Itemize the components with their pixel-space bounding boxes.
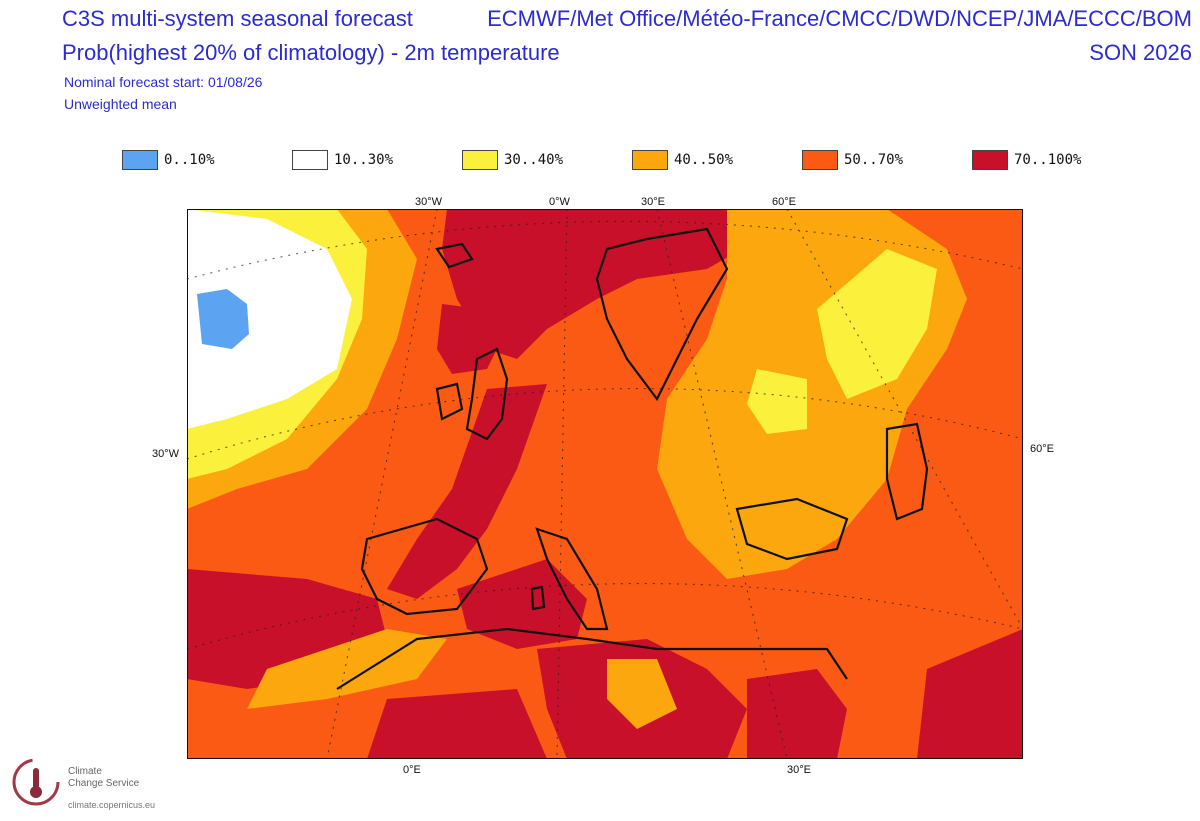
centres-text: ECMWF/Met Office/Météo-France/CMCC/DWD/N… <box>487 6 1192 31</box>
coastline-scandinavia <box>595 227 729 402</box>
forecast-start-text: Nominal forecast start: 01/08/26 <box>64 74 263 90</box>
coastline-caspian <box>885 422 929 521</box>
top-tick-label: 30°E <box>641 196 665 208</box>
legend-swatch <box>122 150 158 170</box>
coastline-ireland <box>435 382 464 421</box>
graticule-line <box>187 388 1023 460</box>
graticule-line <box>187 220 1023 280</box>
legend-swatch <box>802 150 838 170</box>
legend-item: 50..70% <box>802 150 903 170</box>
logo-name-line: Change Service <box>68 778 140 789</box>
coastline-iberia <box>360 517 489 616</box>
graticule-line <box>326 209 438 759</box>
color-legend: 0..10% 10..30% 30..40% 40..50% 50..70% 7… <box>122 150 1122 174</box>
copernicus-logo: Climate Change Service climate.copernicu… <box>10 754 190 816</box>
legend-swatch <box>632 150 668 170</box>
legend-label: 0..10% <box>164 152 215 168</box>
logo-name-line: Climate <box>68 766 102 777</box>
chart-title: C3S multi-system seasonal forecast <box>62 6 413 31</box>
region-70-100-north-atlantic <box>442 209 742 359</box>
top-tick-label: 60°E <box>772 196 796 208</box>
legend-item: 0..10% <box>122 150 215 170</box>
region-70-100-egypt <box>747 669 847 759</box>
bottom-tick-label: 0°E <box>403 764 421 776</box>
graticule <box>187 209 1023 759</box>
region-70-100-bay-band <box>387 384 547 599</box>
left-tick-label: 30°W <box>152 448 180 460</box>
coastline-north-africa <box>336 627 848 690</box>
legend-swatch <box>972 150 1008 170</box>
legend-swatch <box>462 150 498 170</box>
legend-label: 30..40% <box>504 152 564 168</box>
legend-item: 10..30% <box>292 150 393 170</box>
legend-item: 30..40% <box>462 150 563 170</box>
logo-text: Climate Change Service <box>68 766 139 790</box>
mean-type-text: Unweighted mean <box>64 96 177 112</box>
top-tick-label: 30°W <box>415 196 443 208</box>
graticule-line <box>187 583 1023 650</box>
coastline-britain <box>465 347 509 441</box>
legend-label: 40..50% <box>674 152 734 168</box>
season-text: SON 2026 <box>1089 40 1192 65</box>
region-30-40-east <box>817 249 937 399</box>
coastline-sardinia <box>530 585 546 611</box>
legend-label: 50..70% <box>844 152 904 168</box>
legend-label: 70..100% <box>1014 152 1082 168</box>
region-40-50-north-africa <box>607 659 677 729</box>
coastlines <box>336 227 929 690</box>
region-30-40-central <box>747 369 807 434</box>
region-40-50-south-band <box>247 629 447 709</box>
chart-subtitle: Prob(highest 20% of climatology) - 2m te… <box>62 40 560 65</box>
region-10-30-northwest <box>187 209 352 429</box>
coastline-black-sea <box>735 497 849 561</box>
region-70-100-mediterranean <box>457 559 587 649</box>
legend-swatch <box>292 150 328 170</box>
legend-label: 10..30% <box>334 152 394 168</box>
coastline-italy <box>535 527 609 631</box>
region-0-10-northwest <box>197 289 249 349</box>
legend-item: 70..100% <box>972 150 1081 170</box>
region-70-100-southeast <box>917 629 1023 759</box>
logo-url: climate.copernicus.eu <box>68 800 156 810</box>
top-tick-label: 0°W <box>549 196 570 208</box>
bottom-tick-label: 30°E <box>787 764 811 776</box>
thermometer-logo-icon <box>12 758 60 806</box>
map-canvas <box>187 209 1023 759</box>
coastline-iceland <box>435 242 474 269</box>
graticule-line <box>786 209 1023 630</box>
right-tick-label: 60°E <box>1030 443 1054 455</box>
legend-item: 40..50% <box>632 150 733 170</box>
forecast-map <box>187 209 1023 759</box>
region-70-100-south-edge <box>367 689 547 759</box>
